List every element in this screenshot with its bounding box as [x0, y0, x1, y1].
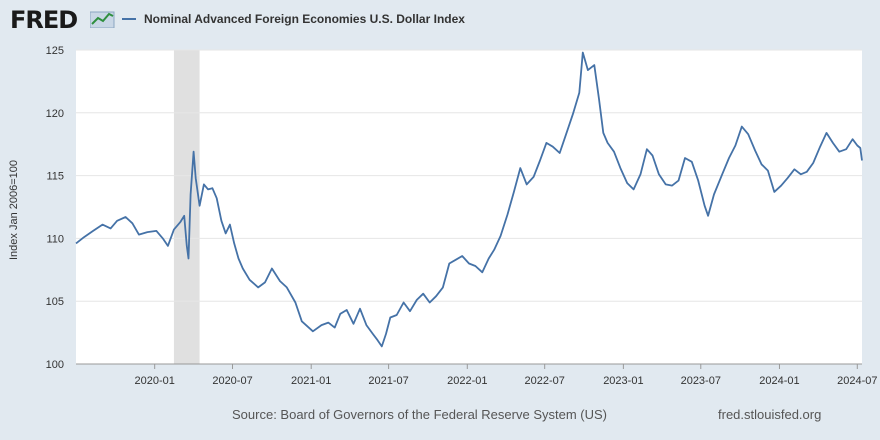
plot-background: [76, 50, 862, 364]
chart-legend: Nominal Advanced Foreign Economies U.S. …: [122, 10, 465, 28]
y-tick-label: 115: [46, 171, 64, 183]
y-tick-label: 125: [46, 45, 64, 57]
x-tick-label: 2021-07: [368, 375, 408, 387]
fred-url-link[interactable]: fred.stlouisfed.org: [718, 407, 822, 422]
x-tick-label: 2022-01: [447, 375, 487, 387]
source-note: Source: Board of Governors of the Federa…: [232, 407, 607, 422]
line-chart-icon: [90, 11, 115, 28]
y-tick-label: 120: [46, 108, 64, 120]
x-tick-label: 2023-07: [681, 375, 721, 387]
legend-label: Nominal Advanced Foreign Economies U.S. …: [144, 12, 465, 26]
recession-band: [173, 50, 200, 364]
x-tick-label: 2024-01: [759, 375, 799, 387]
line-chart: 100 105 110 115 120 125 2020-01 2020-07 2021-01 2…: [46, 45, 878, 387]
x-tick-label: 2020-07: [212, 375, 252, 387]
x-tick-label: 2024-07: [837, 375, 877, 387]
legend-swatch: [122, 18, 136, 20]
y-axis-label: Index Jan 2006=100: [8, 159, 20, 261]
y-tick-label: 100: [46, 359, 64, 371]
x-tick-label: 2021-01: [291, 375, 331, 387]
x-tick-label: 2023-01: [603, 375, 643, 387]
y-tick-label: 110: [46, 233, 64, 245]
x-tick-label: 2022-07: [525, 375, 565, 387]
series-line: [75, 51, 863, 348]
fred-logo[interactable]: FRED: [10, 6, 78, 34]
x-tick-label: 2020-01: [134, 375, 174, 387]
y-tick-label: 105: [46, 296, 64, 308]
plot-area: 100 105 110 115 120 125 2020-01 2020-07 2021-01 2…: [46, 45, 878, 387]
chart-header: FRED Nominal Advanced Foreign Economies …: [0, 0, 880, 40]
